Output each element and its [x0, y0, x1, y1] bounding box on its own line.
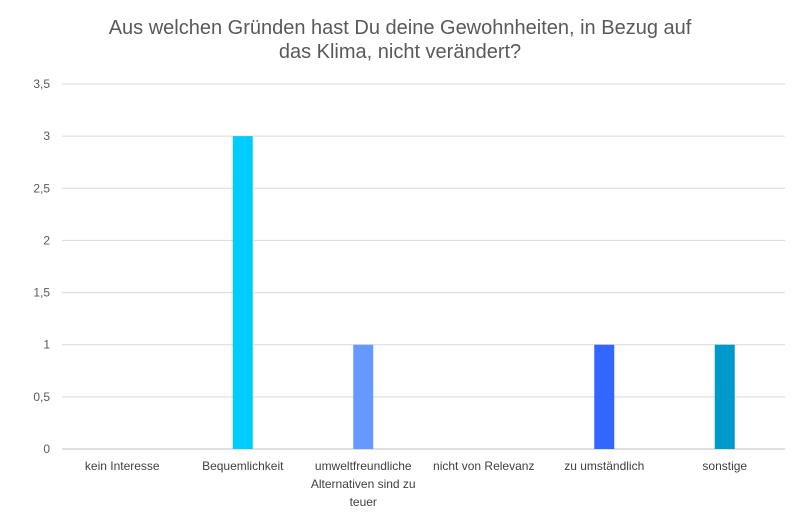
category-label: kein Interesse [85, 459, 160, 473]
category-label: umweltfreundliche [315, 459, 412, 473]
category-label: teuer [350, 495, 377, 509]
y-axis-tick-labels: 0 0,5 1 1,5 2 2,5 3 3,5 [33, 77, 50, 456]
y-tick-label: 0 [43, 442, 50, 456]
chart-title-line: Aus welchen Gründen hast Du deine Gewohn… [109, 17, 692, 39]
y-tick-label: 2,5 [33, 181, 50, 195]
y-tick-label: 0,5 [33, 390, 50, 404]
x-axis-category-labels: kein Interesse Bequemlichkeit umweltfreund… [85, 459, 748, 509]
y-tick-label: 3,5 [33, 77, 50, 91]
y-tick-label: 2 [43, 233, 50, 247]
bar [714, 344, 735, 449]
bar [594, 344, 615, 449]
gridlines [62, 83, 785, 450]
category-label: sonstige [702, 459, 747, 473]
bars [232, 136, 735, 449]
chart-title-line: das Klima, nicht verändert? [279, 41, 521, 63]
y-tick-label: 1 [43, 338, 50, 352]
bar [232, 136, 253, 449]
category-label: Bequemlichkeit [202, 459, 284, 473]
y-tick-label: 1,5 [33, 286, 50, 300]
category-label: nicht von Relevanz [433, 459, 534, 473]
y-tick-label: 3 [43, 129, 50, 143]
category-label: zu umständlich [564, 459, 644, 473]
bar [353, 344, 374, 449]
category-label: Alternativen sind zu [311, 477, 416, 491]
chart-title: Aus welchen Gründen hast Du deine Gewohn… [109, 17, 692, 63]
